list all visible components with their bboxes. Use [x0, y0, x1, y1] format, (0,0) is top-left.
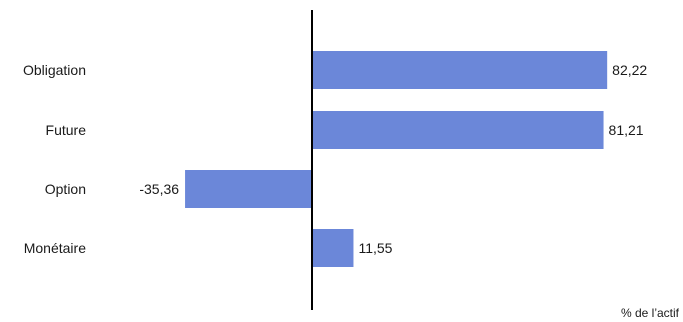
bar-option	[185, 170, 312, 208]
value-label: 82,22	[612, 62, 647, 78]
value-label: 81,21	[609, 122, 644, 138]
bar-obligation	[312, 51, 608, 89]
value-label: 11,55	[358, 240, 392, 256]
value-label: -35,36	[139, 181, 179, 197]
unit-label: % de l’actif	[621, 306, 680, 320]
category-label: Monétaire	[24, 240, 86, 256]
bar-future	[312, 111, 604, 149]
bar-monetaire	[312, 229, 354, 267]
category-label: Obligation	[23, 62, 86, 78]
category-label: Future	[46, 122, 87, 138]
category-label: Option	[45, 181, 86, 197]
bars-group	[185, 51, 608, 267]
value-labels: 82,22 81,21 -35,36 11,55	[139, 62, 647, 256]
category-labels: Obligation Future Option Monétaire	[23, 62, 86, 256]
